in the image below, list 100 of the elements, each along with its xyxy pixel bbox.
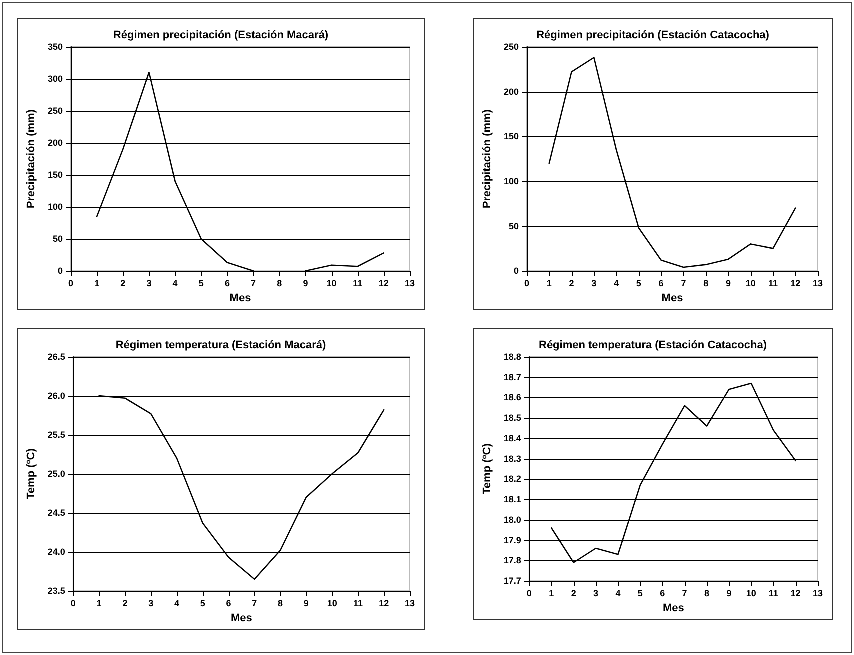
y-tick-label: 350 bbox=[48, 42, 63, 52]
x-tick-label: 2 bbox=[120, 278, 126, 289]
y-axis-title: Precipitación (mm) bbox=[482, 109, 494, 209]
y-tick-label: 18.7 bbox=[504, 372, 522, 382]
x-tick-label: 9 bbox=[303, 278, 308, 289]
y-tick-label: 18.2 bbox=[504, 474, 522, 484]
y-tick-label: 18.8 bbox=[504, 352, 522, 362]
x-tick-label: 8 bbox=[278, 598, 284, 609]
x-tick-label: 7 bbox=[251, 278, 256, 289]
y-tick-label: 25.0 bbox=[48, 469, 66, 480]
y-tick-label: 200 bbox=[48, 138, 63, 148]
y-tick-label: 17.7 bbox=[504, 576, 522, 586]
x-tick-label: 3 bbox=[148, 598, 154, 609]
x-tick-label: 1 bbox=[96, 598, 102, 609]
y-tick-label: 18.0 bbox=[504, 514, 522, 525]
x-tick-label: 12 bbox=[790, 278, 801, 289]
x-tick-label: 5 bbox=[638, 588, 643, 599]
x-tick-label: 13 bbox=[404, 598, 416, 609]
x-tick-label: 0 bbox=[70, 598, 76, 609]
y-tick-label: 17.8 bbox=[504, 556, 522, 566]
x-tick-label: 1 bbox=[549, 588, 554, 599]
y-axis-title: Temp (ºC) bbox=[26, 448, 38, 500]
x-tick-label: 11 bbox=[353, 278, 363, 289]
x-tick-label: 10 bbox=[746, 278, 756, 289]
x-tick-label: 6 bbox=[660, 588, 666, 599]
y-tick-label: 25.5 bbox=[48, 430, 66, 440]
y-tick-label: 24.0 bbox=[48, 547, 66, 558]
x-tick-label: 11 bbox=[768, 278, 778, 289]
x-tick-label: 0 bbox=[526, 588, 532, 599]
chart-title: Régimen temperatura (Estación Catacocha) bbox=[538, 340, 768, 352]
x-tick-label: 9 bbox=[726, 588, 732, 599]
y-tick-label: 100 bbox=[48, 202, 63, 212]
y-tick-label: 50 bbox=[52, 234, 63, 244]
x-tick-label: 6 bbox=[224, 278, 230, 289]
x-tick-label: 13 bbox=[404, 278, 416, 289]
x-tick-label: 7 bbox=[252, 598, 258, 609]
x-tick-label: 5 bbox=[200, 598, 206, 609]
x-tick-label: 4 bbox=[616, 588, 621, 599]
y-axis-title: Precipitación (mm) bbox=[26, 109, 38, 209]
x-tick-label: 11 bbox=[353, 598, 363, 609]
x-tick-label: 12 bbox=[790, 588, 801, 599]
x-tick-label: 12 bbox=[378, 278, 389, 289]
x-tick-label: 13 bbox=[812, 278, 824, 289]
y-tick-label: 26.0 bbox=[48, 391, 66, 402]
y-tick-label: 18.1 bbox=[504, 494, 522, 505]
x-tick-label: 13 bbox=[812, 588, 824, 599]
x-tick-label: 10 bbox=[746, 588, 756, 599]
x-axis-title: Mes bbox=[231, 612, 252, 624]
y-tick-label: 23.5 bbox=[48, 586, 66, 596]
x-tick-label: 9 bbox=[726, 278, 731, 289]
y-tick-label: 250 bbox=[504, 42, 519, 52]
x-tick-label: 1 bbox=[546, 278, 552, 289]
x-tick-label: 0 bbox=[68, 278, 74, 289]
x-tick-label: 11 bbox=[768, 588, 778, 599]
x-tick-label: 4 bbox=[172, 278, 178, 289]
y-tick-label: 0 bbox=[58, 266, 63, 276]
x-tick-label: 4 bbox=[614, 278, 620, 289]
y-tick-label: 26.5 bbox=[48, 352, 66, 362]
x-tick-label: 2 bbox=[122, 598, 128, 609]
chart-title: Régimen temperatura (Estación Macará) bbox=[116, 340, 326, 352]
y-tick-label: 50 bbox=[508, 221, 519, 232]
x-tick-label: 3 bbox=[594, 588, 599, 599]
x-tick-label: 3 bbox=[146, 278, 152, 289]
x-tick-label: 7 bbox=[682, 588, 688, 599]
chart-title: Régimen precipitación (Estación Catacocha) bbox=[536, 30, 770, 42]
x-tick-label: 10 bbox=[327, 598, 338, 609]
x-axis-title: Mes bbox=[230, 292, 252, 304]
y-tick-label: 150 bbox=[504, 132, 519, 142]
x-tick-label: 2 bbox=[571, 588, 576, 599]
x-tick-label: 9 bbox=[304, 598, 309, 609]
x-tick-label: 6 bbox=[658, 278, 664, 289]
y-tick-label: 200 bbox=[504, 86, 519, 97]
x-tick-label: 1 bbox=[94, 278, 100, 289]
chart-title: Régimen precipitación (Estación Macará) bbox=[113, 30, 329, 42]
x-tick-label: 4 bbox=[174, 598, 180, 609]
y-tick-label: 18.6 bbox=[504, 392, 522, 403]
y-tick-label: 24.5 bbox=[48, 508, 66, 518]
x-axis-title: Mes bbox=[662, 292, 684, 304]
x-tick-label: 2 bbox=[569, 278, 574, 289]
x-tick-label: 12 bbox=[379, 598, 390, 609]
x-tick-label: 6 bbox=[226, 598, 232, 609]
y-tick-label: 17.9 bbox=[504, 535, 522, 546]
y-tick-label: 150 bbox=[48, 170, 63, 180]
y-axis-title: Temp (ºC) bbox=[482, 443, 494, 494]
y-tick-label: 100 bbox=[504, 176, 519, 186]
x-tick-label: 8 bbox=[704, 588, 710, 599]
y-tick-label: 18.3 bbox=[504, 454, 522, 464]
x-tick-label: 3 bbox=[592, 278, 597, 289]
y-tick-label: 18.5 bbox=[504, 413, 522, 424]
y-tick-label: 250 bbox=[48, 106, 63, 116]
y-tick-label: 0 bbox=[514, 266, 519, 276]
y-tick-label: 300 bbox=[48, 74, 63, 84]
x-tick-label: 0 bbox=[524, 278, 530, 289]
x-tick-label: 5 bbox=[198, 278, 204, 289]
x-tick-label: 5 bbox=[636, 278, 642, 289]
x-tick-label: 10 bbox=[326, 278, 337, 289]
y-tick-label: 18.4 bbox=[504, 433, 522, 444]
x-axis-title: Mes bbox=[663, 602, 684, 614]
x-tick-label: 8 bbox=[704, 278, 709, 289]
x-tick-label: 8 bbox=[277, 278, 282, 289]
